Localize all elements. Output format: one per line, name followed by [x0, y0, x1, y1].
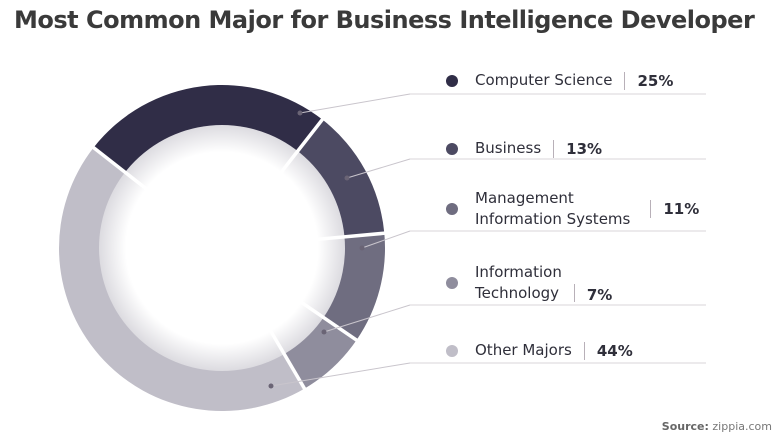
- slice-separator: [90, 145, 159, 199]
- legend-label-line: Technology: [475, 284, 560, 302]
- legend-item: Other Majors 44%: [446, 340, 633, 361]
- donut-hole: [99, 125, 345, 371]
- legend-swatch: [446, 74, 458, 87]
- legend-label-line: Management: [475, 189, 574, 207]
- legend-divider: [553, 139, 555, 158]
- leader-dot: [268, 383, 274, 389]
- legend-item: Management Information Systems 11%: [446, 188, 699, 230]
- legend-value: 44%: [596, 341, 633, 360]
- legend-label-line: Information Systems: [475, 210, 631, 228]
- legend-divider: [650, 200, 652, 218]
- legend-label: Information Technology: [475, 262, 562, 304]
- slice-separator: [261, 317, 308, 392]
- donut-slice-1: [297, 119, 385, 237]
- slice-separator: [288, 292, 360, 343]
- leader-dot: [297, 110, 303, 116]
- legend-value: 25%: [637, 71, 674, 90]
- legend-item: Computer Science 25%: [446, 70, 673, 91]
- donut-slice-0: [93, 85, 323, 173]
- donut-slice-2: [322, 233, 385, 341]
- source-label: Source:: [661, 420, 709, 433]
- legend-label-line: Other Majors: [475, 341, 572, 359]
- legend-label-line: Information: [475, 263, 562, 281]
- leader-line: [361, 230, 411, 249]
- legend-value: 11%: [663, 200, 700, 218]
- donut-slice-3: [283, 316, 357, 389]
- leader-dot: [321, 329, 327, 335]
- legend-swatch: [446, 142, 458, 155]
- chart-title: Most Common Major for Business Intellige…: [14, 6, 755, 34]
- leader-line: [346, 158, 411, 179]
- legend-label-line: Computer Science: [475, 71, 613, 89]
- legend-label: Business: [475, 138, 541, 159]
- leader-dot: [359, 245, 365, 251]
- legend-label: Computer Science: [475, 70, 612, 91]
- legend-divider: [624, 71, 626, 90]
- donut-slice-4: [59, 147, 305, 411]
- slice-separator: [303, 231, 387, 243]
- legend-item: Business 13%: [446, 138, 602, 159]
- legend-swatch: [446, 344, 458, 357]
- legend-divider: [583, 341, 585, 360]
- legend-divider: [573, 284, 575, 302]
- legend-label: Management Information Systems: [475, 188, 630, 230]
- leader-line: [299, 93, 411, 114]
- slice-separator: [271, 116, 325, 185]
- legend-label-line: Business: [475, 139, 542, 157]
- legend-item: Information Technology 7%: [446, 262, 612, 304]
- legend-label: Other Majors: [475, 340, 572, 361]
- source-value: zippia.com: [712, 420, 772, 433]
- legend-value: 13%: [566, 139, 603, 158]
- source-note: Source: zippia.com: [662, 420, 772, 433]
- legend-swatch: [446, 203, 458, 215]
- leader-line: [323, 304, 411, 333]
- leader-line: [270, 362, 411, 387]
- legend-swatch: [446, 277, 458, 289]
- legend-value: 7%: [586, 286, 613, 304]
- leader-dot: [344, 175, 350, 181]
